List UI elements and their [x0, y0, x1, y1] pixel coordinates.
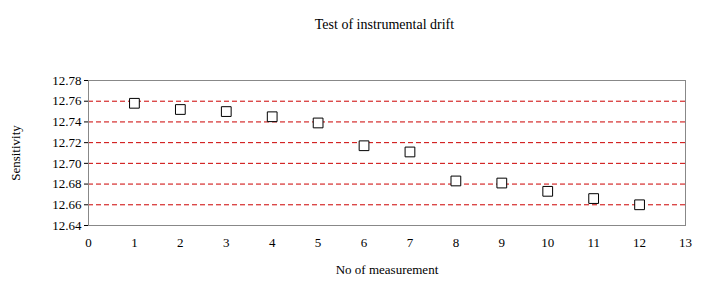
svg-text:12: 12	[633, 235, 646, 250]
svg-text:7: 7	[407, 235, 414, 250]
html-text:Test of instrumental drift: Test of instrumental drift	[314, 17, 455, 32]
svg-text:12.78: 12.78	[52, 73, 81, 88]
svg-text:1: 1	[131, 235, 138, 250]
svg-text:4: 4	[269, 235, 276, 250]
svg-text:2: 2	[177, 235, 184, 250]
svg-text:6: 6	[361, 235, 368, 250]
svg-text:12.66: 12.66	[52, 197, 82, 212]
svg-text:13: 13	[679, 235, 692, 250]
svg-text:12.74: 12.74	[52, 114, 82, 129]
svg-text:12.76: 12.76	[52, 93, 82, 108]
svg-text:5: 5	[315, 235, 322, 250]
svg-text:8: 8	[453, 235, 460, 250]
svg-text:9: 9	[499, 235, 506, 250]
svg-text:No of measurement: No of measurement	[336, 262, 439, 277]
svg-text:12.64: 12.64	[52, 218, 82, 233]
svg-text:12.68: 12.68	[52, 176, 81, 191]
svg-text:12.70: 12.70	[52, 156, 81, 171]
svg-text:11: 11	[587, 235, 600, 250]
svg-text:Sensitivity: Sensitivity	[8, 125, 23, 181]
svg-text:12.72: 12.72	[52, 135, 81, 150]
svg-text:10: 10	[541, 235, 554, 250]
svg-text:0: 0	[85, 235, 92, 250]
svg-text:3: 3	[223, 235, 230, 250]
